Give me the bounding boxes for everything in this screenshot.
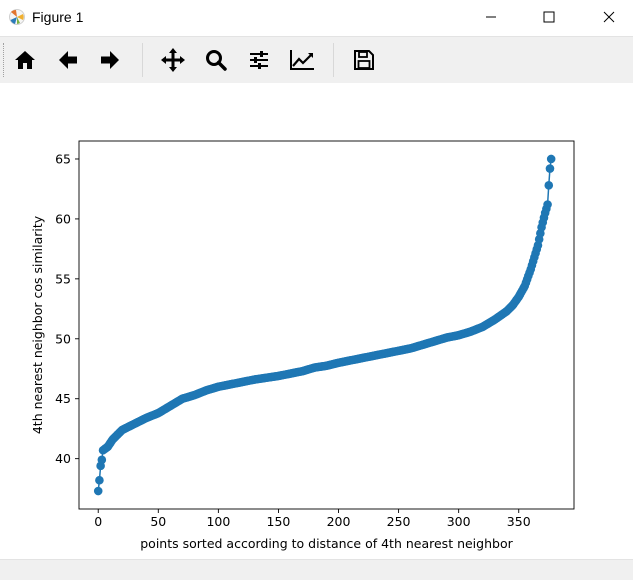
x-tick-label: 50 bbox=[150, 514, 166, 529]
data-point bbox=[93, 486, 103, 496]
x-axis-label: points sorted according to distance of 4… bbox=[140, 536, 513, 551]
toolbar-grip[interactable] bbox=[3, 43, 7, 77]
data-point bbox=[545, 164, 555, 173]
matplotlib-icon bbox=[9, 9, 25, 25]
title-bar: Figure 1 bbox=[0, 0, 633, 36]
close-button[interactable] bbox=[586, 0, 632, 34]
x-tick-label: 300 bbox=[447, 514, 471, 529]
save-button[interactable] bbox=[348, 44, 380, 76]
window-title: Figure 1 bbox=[32, 9, 84, 25]
x-tick-label: 350 bbox=[507, 514, 531, 529]
x-axis: 0 50 100 150 200 250 300 350 bbox=[94, 509, 531, 529]
axes-frame bbox=[78, 140, 575, 510]
x-tick-label: 100 bbox=[206, 514, 230, 529]
floppy-disk-icon bbox=[354, 50, 374, 70]
maximize-icon bbox=[543, 11, 555, 23]
line-chart[interactable]: 0 50 100 150 200 250 300 350 40 45 50 55 60 65 point… bbox=[0, 83, 633, 559]
x-tick-label: 150 bbox=[267, 514, 291, 529]
configure-subplots-button[interactable] bbox=[243, 44, 275, 76]
y-tick-label: 45 bbox=[55, 391, 71, 406]
data-point bbox=[543, 200, 552, 209]
chart-line-icon bbox=[290, 50, 314, 70]
minimize-button[interactable] bbox=[468, 0, 514, 34]
data-point bbox=[544, 181, 554, 190]
maximize-button[interactable] bbox=[526, 0, 572, 34]
back-button[interactable] bbox=[52, 44, 84, 76]
data-point bbox=[546, 154, 556, 164]
pan-button[interactable] bbox=[157, 44, 189, 76]
y-tick-label: 55 bbox=[55, 271, 71, 286]
series-markers bbox=[93, 154, 556, 496]
axes-background bbox=[79, 141, 574, 509]
y-tick-label: 50 bbox=[55, 331, 71, 346]
forward-button[interactable] bbox=[94, 44, 126, 76]
magnifier-icon bbox=[206, 50, 227, 71]
arrow-left-icon bbox=[59, 51, 77, 69]
home-icon bbox=[15, 51, 35, 69]
zoom-button[interactable] bbox=[200, 44, 232, 76]
y-axis-label: 4th nearest neighbor cos similarity bbox=[30, 215, 45, 434]
data-point bbox=[95, 475, 104, 485]
move-icon bbox=[161, 48, 185, 72]
y-axis: 40 45 50 55 60 65 bbox=[55, 151, 79, 466]
toolbar bbox=[0, 36, 633, 84]
y-tick-label: 40 bbox=[55, 451, 71, 466]
y-tick-label: 65 bbox=[55, 151, 71, 166]
edit-axis-button[interactable] bbox=[286, 44, 318, 76]
minimize-icon bbox=[486, 16, 496, 18]
home-button[interactable] bbox=[9, 44, 41, 76]
sliders-icon bbox=[250, 51, 268, 69]
arrow-right-icon bbox=[101, 51, 119, 69]
figure-canvas[interactable]: 0 50 100 150 200 250 300 350 40 45 50 55 60 65 point… bbox=[0, 83, 633, 559]
x-tick-label: 200 bbox=[327, 514, 351, 529]
x-tick-label: 0 bbox=[94, 514, 102, 529]
status-bar bbox=[0, 559, 633, 580]
toolbar-separator bbox=[142, 43, 143, 77]
toolbar-separator bbox=[333, 43, 334, 77]
close-icon bbox=[603, 11, 615, 23]
data-point bbox=[97, 455, 107, 465]
x-tick-label: 250 bbox=[387, 514, 411, 529]
y-tick-label: 60 bbox=[55, 211, 71, 226]
